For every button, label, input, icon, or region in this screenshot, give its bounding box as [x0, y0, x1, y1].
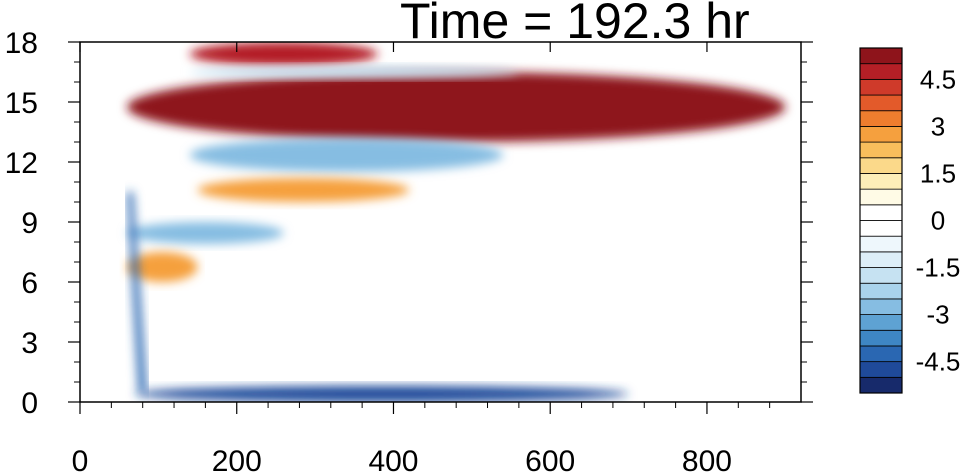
colorbar-swatch — [859, 235, 903, 253]
colorbar-swatch — [859, 126, 903, 143]
x-tick-label: 400 — [368, 445, 418, 473]
y-tick-label: 18 — [5, 27, 38, 60]
colorbar-swatch — [859, 298, 903, 315]
colorbar-swatch — [859, 314, 903, 331]
field-feature — [127, 252, 198, 282]
colorbar-swatch — [859, 361, 903, 378]
x-tick-label: 200 — [212, 445, 262, 473]
chart-title: Time = 192.3 hr — [400, 0, 750, 49]
colorbar-swatch — [859, 220, 903, 237]
colorbar-label: 1.5 — [920, 158, 956, 188]
colorbar-label: -3 — [926, 300, 949, 330]
colorbar-label: 3 — [931, 111, 945, 141]
colorbar-swatch — [859, 376, 903, 394]
colorbar-frame — [859, 47, 903, 394]
y-tick-label: 3 — [21, 327, 38, 360]
colorbar-swatch — [859, 282, 903, 300]
colorbar-swatch — [859, 173, 903, 190]
colorbar-label: -1.5 — [916, 253, 961, 283]
y-tick-label: 15 — [5, 87, 38, 120]
colorbar-label: -4.5 — [916, 347, 961, 377]
y-tick-label: 0 — [21, 387, 38, 420]
x-tick-label: 600 — [525, 445, 575, 473]
colorbar-swatch — [859, 345, 903, 363]
colorbar-swatch — [859, 78, 903, 96]
field-feature — [134, 386, 629, 402]
colorbar-label: 0 — [931, 206, 945, 236]
field-feature — [127, 192, 147, 392]
colorbar-swatch — [859, 63, 903, 80]
colorbar-swatch — [859, 267, 903, 284]
colorbar-swatch — [859, 157, 903, 174]
field-feature — [189, 42, 378, 66]
colorbar-label: 4.5 — [920, 64, 956, 94]
axes: 0 200 400 600 800 0 3 6 9 12 15 18 — [5, 27, 813, 473]
field-feature — [127, 222, 284, 244]
field-feature — [127, 72, 786, 142]
colorbar-swatch — [859, 47, 903, 65]
field-feature — [189, 138, 504, 172]
colorbar: 4.5 3 1.5 0 -1.5 -3 -4.5 — [859, 47, 961, 394]
colorbar-swatch — [859, 94, 903, 112]
y-tick-label: 12 — [5, 147, 38, 180]
colorbar-swatch — [859, 110, 903, 127]
x-tick-label: 800 — [682, 445, 732, 473]
x-tick-label: 0 — [72, 445, 89, 473]
colorbar-swatch — [859, 329, 903, 347]
colorbar-swatch — [859, 251, 903, 268]
field-feature — [189, 66, 519, 78]
colorbar-swatch — [859, 204, 903, 221]
field-feature — [197, 178, 410, 202]
y-tick-label: 6 — [21, 267, 38, 300]
colorbar-swatch — [859, 188, 903, 206]
colorbar-swatch — [859, 141, 903, 159]
y-tick-label: 9 — [21, 207, 38, 240]
